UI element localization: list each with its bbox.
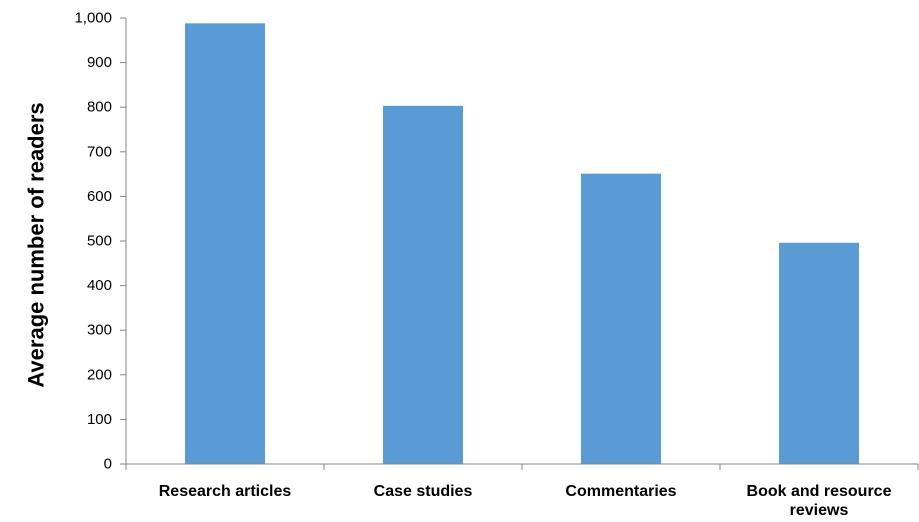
category-label: Case studies (374, 483, 473, 500)
category-label-line: Case studies (374, 483, 473, 500)
y-tick-label: 500 (87, 233, 112, 250)
y-tick-label: 900 (87, 54, 112, 71)
bar (581, 173, 661, 465)
category-label-line: Research articles (159, 483, 292, 500)
category-label-line: Book and resource (747, 483, 892, 500)
bar (185, 23, 265, 465)
y-axis-title: Average number of readers (24, 102, 49, 387)
y-axis-ticks: 0 100 200 300 400 500 600 700 800 900 1,000 (74, 10, 126, 473)
category-label-line: Commentaries (565, 483, 676, 500)
axes (125, 18, 918, 465)
x-axis-ticks (125, 464, 919, 470)
bar (779, 242, 859, 464)
y-tick-label: 1,000 (74, 10, 112, 27)
bars (185, 23, 859, 465)
category-labels: Research articles Case studies Commentarie… (159, 483, 892, 519)
category-label-line: reviews (790, 502, 849, 519)
y-tick-label: 800 (87, 99, 112, 116)
category-label: Research articles (159, 483, 292, 500)
y-tick-label: 600 (87, 188, 112, 205)
bar (383, 105, 463, 464)
y-tick-label: 200 (87, 366, 112, 383)
y-tick-label: 0 (104, 456, 112, 473)
y-tick-label: 700 (87, 143, 112, 160)
y-tick-label: 400 (87, 277, 112, 294)
category-label: Commentaries (565, 483, 676, 500)
y-axis-title-group: Average number of readers (24, 102, 49, 387)
category-label: Book and resource reviews (747, 483, 892, 519)
y-tick-label: 300 (87, 322, 112, 339)
y-tick-label: 100 (87, 411, 112, 428)
